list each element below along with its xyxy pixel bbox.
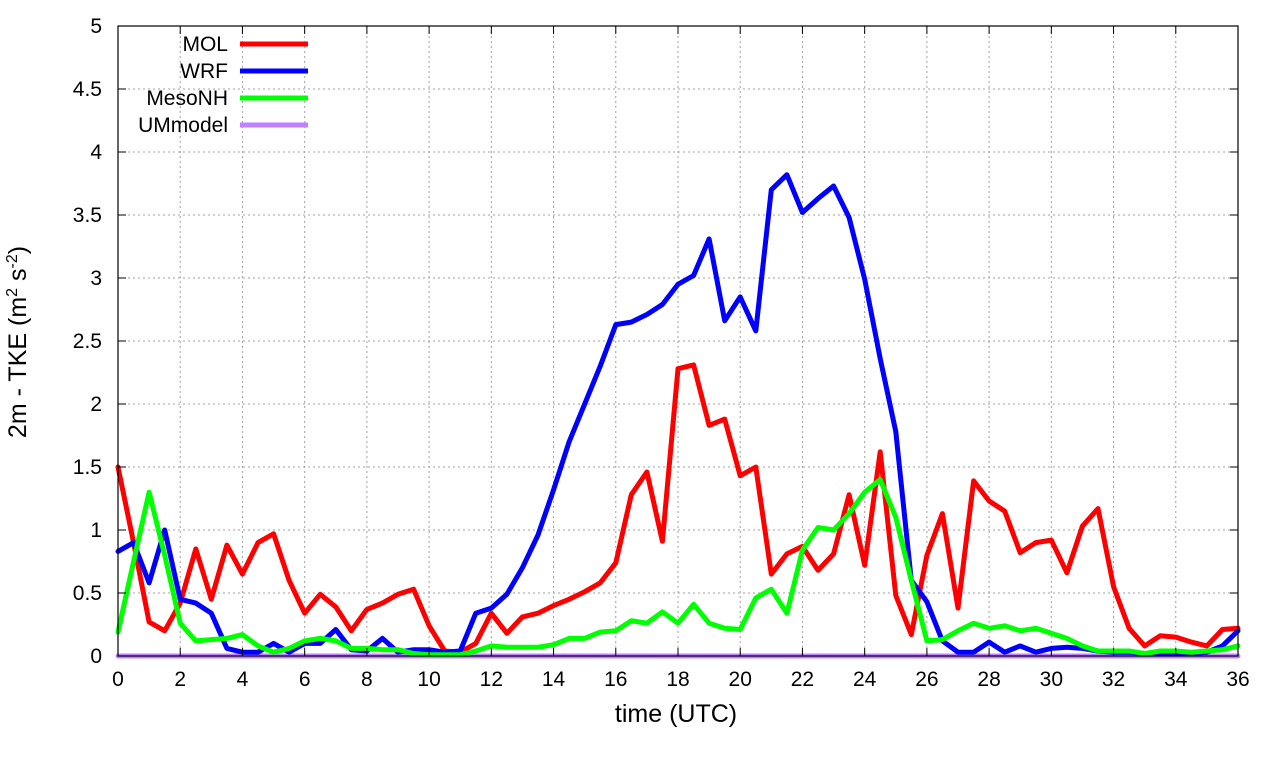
grid [118,26,1238,656]
x-tick-label: 18 [666,668,689,691]
y-tick-label: 0 [90,645,102,668]
y-axis-title-mid: s [4,268,32,287]
x-tick-label: 24 [853,668,877,691]
y-axis-title-sup1: 2 [4,288,21,297]
y-tick-label: 1.5 [73,456,102,479]
x-tick-label: 36 [1226,668,1249,691]
y-tick-label: 2.5 [73,330,102,353]
legend-label-mesonh: MesoNH [146,87,228,110]
y-tick-label: 0.5 [73,582,102,605]
x-tick-label: 20 [729,668,752,691]
x-tick-label: 30 [1040,668,1063,691]
legend: MOL WRF MesoNH UMmodel [138,33,308,137]
axis-ticks: 0 2 4 6 8 10 12 14 16 18 20 22 24 26 28 30 32 34 3600.511.… [73,15,1250,691]
x-tick-label: 4 [237,668,249,691]
y-axis-title-main: 2m - TKE (m [4,297,32,438]
x-tick-label: 6 [299,668,311,691]
x-tick-label: 16 [604,668,627,691]
y-tick-label: 1 [90,519,102,542]
x-tick-label: 2 [174,668,186,691]
x-tick-label: 12 [480,668,503,691]
x-tick-label: 28 [977,668,1000,691]
y-axis-title-end: ) [4,246,32,254]
x-tick-label: 32 [1102,668,1125,691]
y-tick-label: 2 [90,393,102,416]
x-tick-label: 10 [417,668,440,691]
y-axis-title: 2m - TKE (m2 s-2) [4,246,32,438]
y-axis-title-sup2: -2 [4,254,21,268]
y-tick-label: 5 [90,15,102,38]
series-line-mesonh [115,477,1241,658]
y-tick-label: 3 [90,267,102,290]
x-axis-title: time (UTC) [615,700,737,728]
y-tick-label: 4.5 [73,78,102,101]
legend-label-wrf: WRF [180,60,228,83]
x-tick-label: 22 [791,668,814,691]
legend-label-ummodel: UMmodel [138,114,228,137]
y-tick-label: 4 [90,141,102,164]
x-tick-label: 0 [112,668,124,691]
x-tick-label: 8 [361,668,373,691]
legend-label-mol: MOL [182,33,228,56]
x-tick-label: 14 [542,668,566,691]
x-tick-label: 34 [1164,668,1188,691]
x-tick-label: 26 [915,668,938,691]
y-tick-label: 3.5 [73,204,102,227]
series-line-mol [115,362,1241,655]
